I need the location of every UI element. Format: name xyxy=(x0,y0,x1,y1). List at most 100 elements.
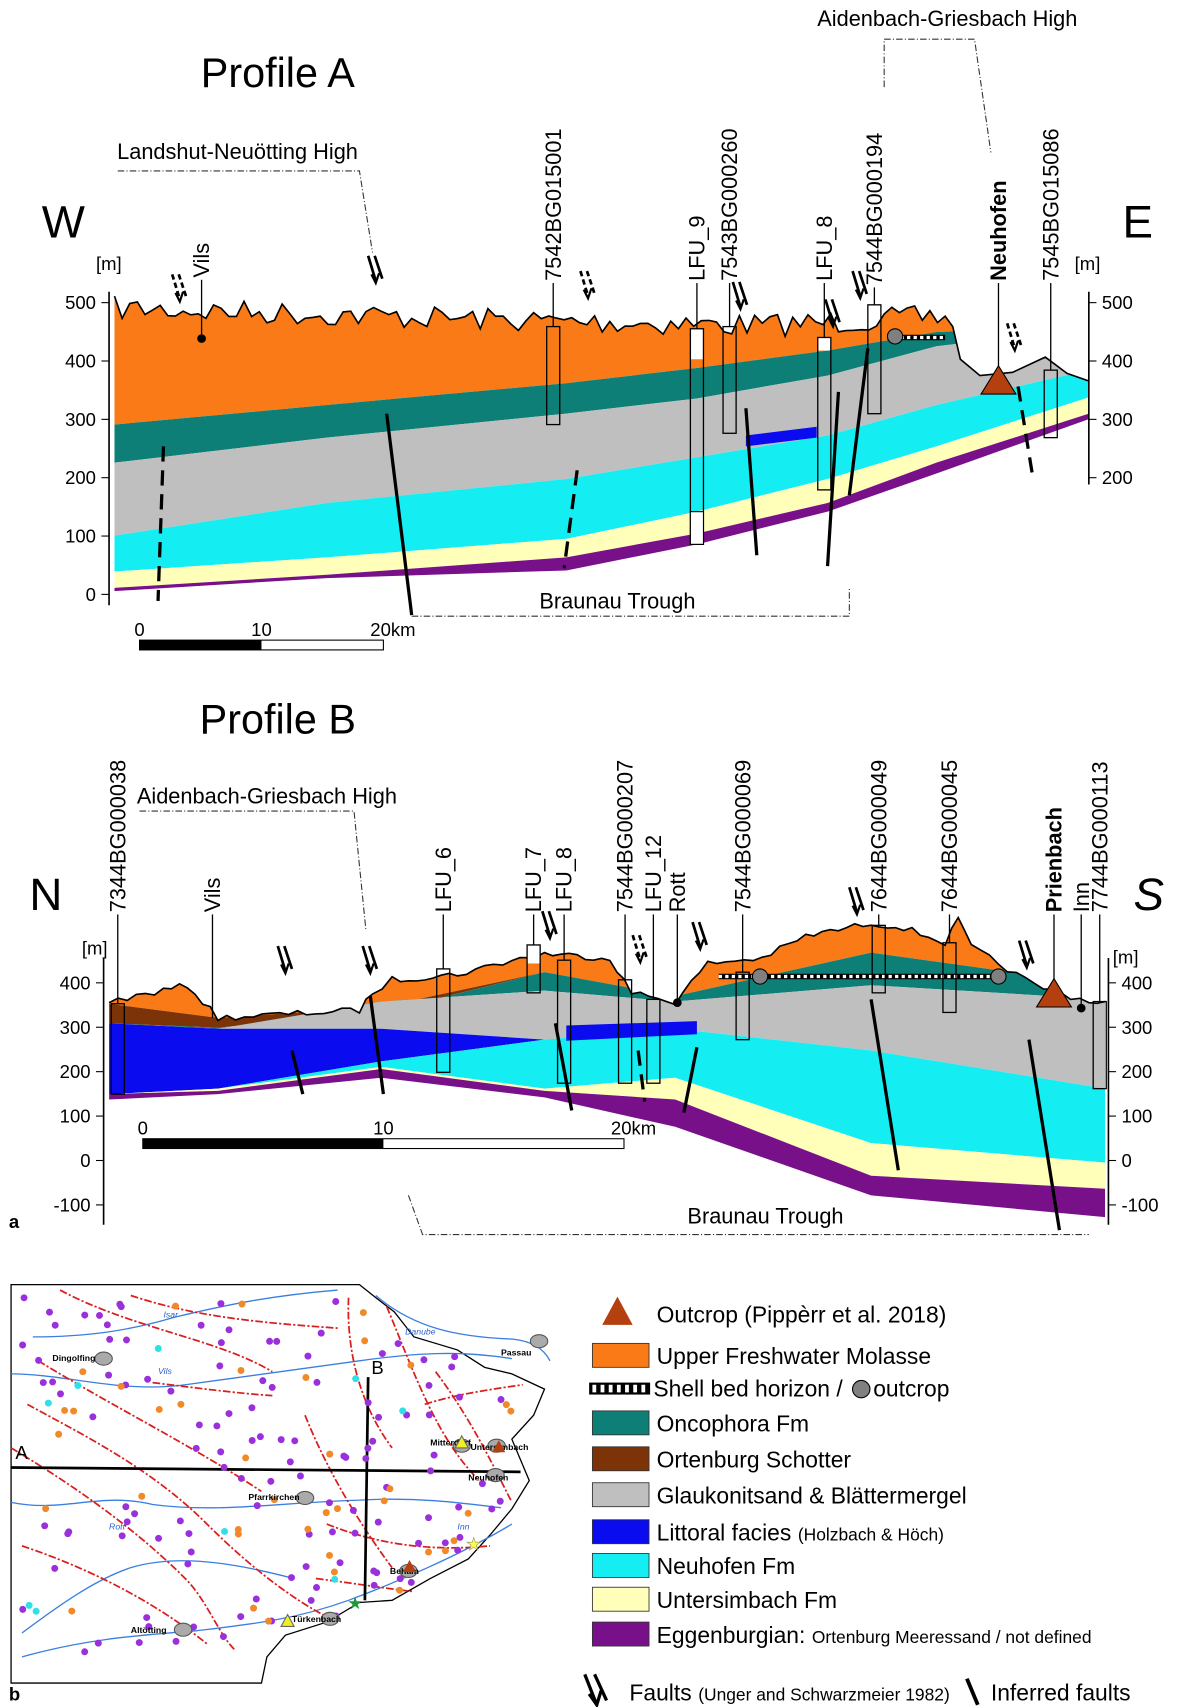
shell-outcrop xyxy=(751,968,769,985)
well-label: 7644BG000045 xyxy=(937,760,962,913)
legend-swatch xyxy=(591,1342,650,1368)
fault-symbol xyxy=(579,270,596,297)
legend-swatch-gap xyxy=(608,1384,613,1393)
well-label: 7544BG000069 xyxy=(730,760,755,913)
place-label: Dingolfing xyxy=(52,1353,95,1363)
legend-swatch xyxy=(591,1586,650,1612)
title: Profile A xyxy=(201,50,355,96)
annotation: Aidenbach-Griesbach High xyxy=(137,783,397,808)
legend-note: (Holzbach & Höch) xyxy=(798,1524,944,1544)
borehole xyxy=(44,1399,52,1407)
legend-entry: Neuhofen Fm xyxy=(657,1553,796,1579)
borehole xyxy=(386,1485,394,1493)
borehole xyxy=(331,1575,339,1583)
borehole xyxy=(70,1407,78,1415)
scale-label: 10 xyxy=(373,1117,394,1138)
town xyxy=(529,1334,549,1349)
borehole xyxy=(352,1375,360,1383)
borehole xyxy=(32,1607,40,1615)
y-tick-label: 200 xyxy=(1102,467,1133,488)
river xyxy=(11,1352,512,1388)
fault-arrow xyxy=(694,939,705,953)
well-column xyxy=(1043,369,1058,439)
inferred-fault xyxy=(636,1050,647,1102)
borehole xyxy=(253,1502,261,1510)
borehole xyxy=(256,1433,264,1441)
borehole xyxy=(116,1300,124,1308)
well-label: 7544BG000207 xyxy=(613,760,638,913)
legend-swatch-gap xyxy=(600,1384,605,1393)
borehole xyxy=(425,1548,432,1556)
borehole xyxy=(187,1548,195,1556)
well-label: 7543BG000260 xyxy=(717,128,742,281)
borehole xyxy=(317,1329,325,1337)
borehole xyxy=(46,1308,53,1316)
legend-label: Shell bed horizon / xyxy=(653,1376,843,1402)
borehole xyxy=(451,1353,459,1361)
borehole xyxy=(420,1356,428,1364)
y-tick-label: 200 xyxy=(60,1061,91,1082)
well-column xyxy=(110,1003,125,1095)
borehole xyxy=(488,1505,496,1513)
map-fault xyxy=(304,1414,393,1569)
well-label: LFU_6 xyxy=(431,847,456,912)
map-fault xyxy=(385,1306,480,1482)
panel-label: b xyxy=(9,1683,20,1704)
borehole xyxy=(220,1463,228,1471)
borehole xyxy=(427,1467,435,1475)
legend-label: Eggenburgian: xyxy=(657,1622,806,1648)
borehole xyxy=(359,1309,367,1317)
well-label: Neuhofen xyxy=(986,181,1011,281)
legend-outcrop-dot xyxy=(851,1379,871,1399)
rott-point xyxy=(672,998,682,1007)
fault-arrow xyxy=(854,288,865,302)
well-core xyxy=(690,328,704,360)
borehole xyxy=(340,1452,348,1460)
borehole xyxy=(122,1503,130,1511)
fault-symbol xyxy=(631,934,649,961)
y-tick-label: 0 xyxy=(80,1150,90,1171)
river xyxy=(10,1498,502,1509)
well-label: LFU_8 xyxy=(552,847,577,912)
unit: [m] xyxy=(82,938,108,959)
borehole xyxy=(154,1345,162,1352)
borehole xyxy=(302,1563,310,1571)
borehole xyxy=(216,1362,224,1370)
borehole xyxy=(364,1444,372,1452)
y-tick-label: 0 xyxy=(86,584,96,605)
fault-symbol xyxy=(848,886,865,913)
legend-note: (Unger and Schwarzmeier 1982) xyxy=(698,1684,950,1704)
y-tick-label: 100 xyxy=(65,526,96,547)
borehole xyxy=(375,1413,383,1421)
annotation: Braunau Trough xyxy=(539,589,695,614)
legend-swatch xyxy=(591,1482,650,1508)
borehole xyxy=(118,1532,126,1540)
borehole xyxy=(225,1410,233,1418)
borehole xyxy=(185,1530,193,1538)
map-fault xyxy=(26,1403,328,1618)
y-tick-label: 400 xyxy=(60,972,91,993)
well-column xyxy=(942,942,957,1014)
borehole xyxy=(362,1455,370,1462)
legend-entry: Littoral facies (Holzbach & Höch) xyxy=(657,1519,944,1545)
fault xyxy=(682,1046,699,1113)
town xyxy=(320,1611,340,1626)
y-tick-label: -100 xyxy=(54,1194,91,1215)
scale-label: 20km xyxy=(611,1117,656,1138)
well-core xyxy=(817,337,831,351)
borehole xyxy=(172,1302,180,1310)
unit: [m] xyxy=(96,253,122,274)
borehole xyxy=(237,1366,245,1374)
borehole xyxy=(456,1533,464,1541)
outcrop xyxy=(980,364,1017,395)
river xyxy=(21,1560,295,1634)
borehole xyxy=(322,1509,330,1517)
map-fault xyxy=(152,1381,273,1397)
river-label: Rott xyxy=(109,1522,126,1532)
borehole xyxy=(248,1404,256,1412)
fault-arrow xyxy=(827,316,838,330)
borehole xyxy=(454,1546,462,1554)
borehole xyxy=(349,1506,357,1514)
fault xyxy=(744,408,759,556)
borehole xyxy=(248,1437,256,1444)
